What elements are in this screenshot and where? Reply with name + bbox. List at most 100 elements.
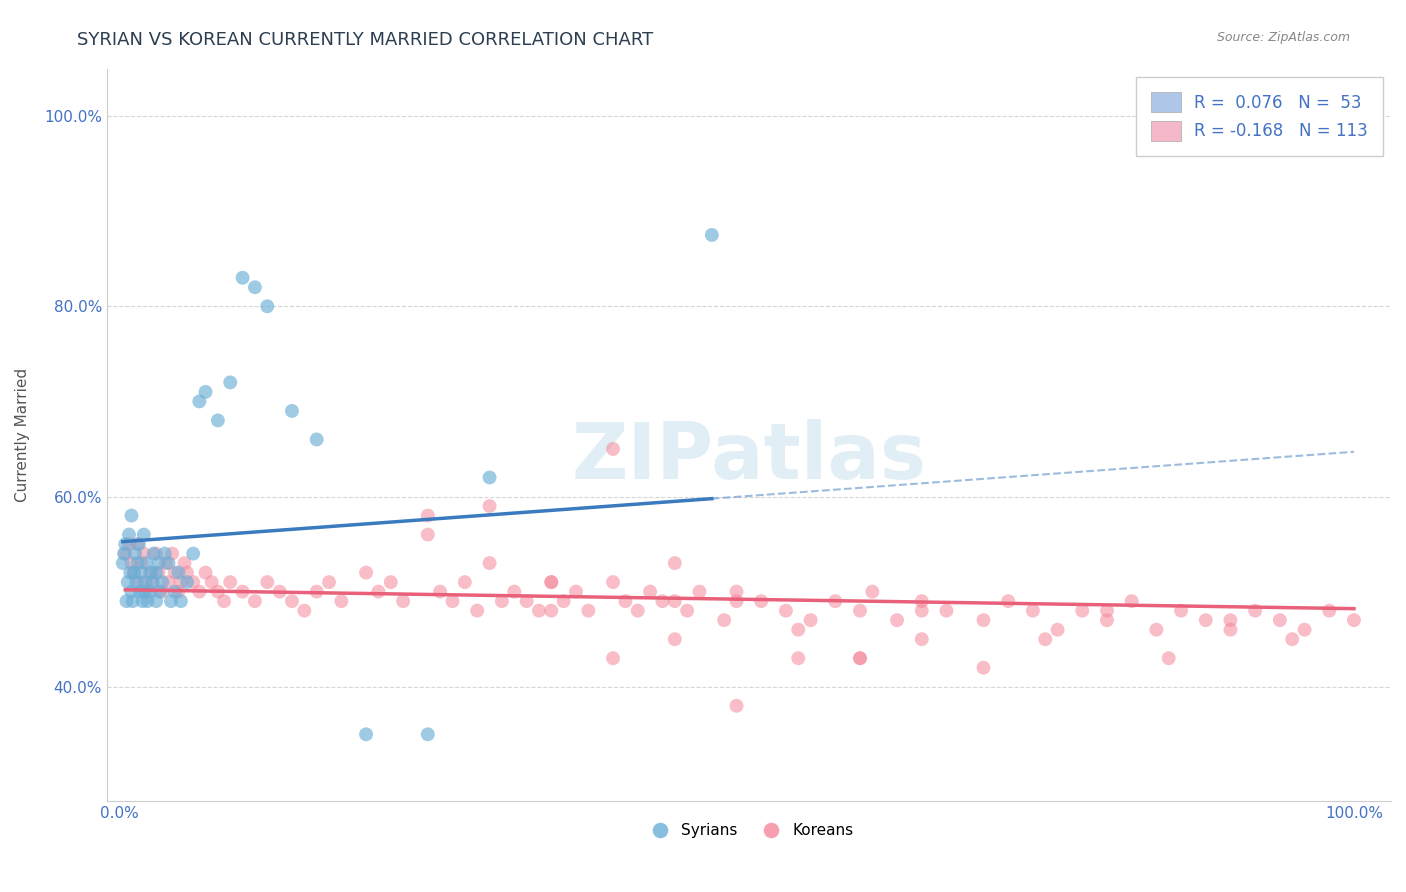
Point bbox=[849, 651, 872, 665]
Point bbox=[638, 584, 661, 599]
Point bbox=[136, 594, 159, 608]
Point bbox=[114, 537, 136, 551]
Point bbox=[124, 547, 146, 561]
Point bbox=[129, 584, 152, 599]
Point bbox=[602, 442, 624, 456]
Point bbox=[478, 470, 501, 484]
Point bbox=[207, 584, 229, 599]
Point bbox=[849, 604, 872, 618]
Point bbox=[232, 584, 254, 599]
Point bbox=[131, 594, 153, 608]
Point bbox=[149, 584, 172, 599]
Point bbox=[145, 594, 167, 608]
Point bbox=[416, 727, 439, 741]
Point bbox=[354, 727, 377, 741]
Point bbox=[132, 527, 155, 541]
Point bbox=[305, 584, 328, 599]
Point bbox=[127, 556, 149, 570]
Point bbox=[129, 575, 152, 590]
Point bbox=[911, 604, 934, 618]
Point bbox=[676, 604, 699, 618]
Point bbox=[121, 594, 143, 608]
Point bbox=[132, 584, 155, 599]
Point bbox=[478, 499, 501, 513]
Point bbox=[725, 584, 748, 599]
Point bbox=[194, 566, 217, 580]
Point bbox=[139, 566, 162, 580]
Point bbox=[112, 547, 135, 561]
Point bbox=[163, 566, 186, 580]
Point bbox=[135, 556, 157, 570]
Point bbox=[163, 584, 186, 599]
Point bbox=[115, 594, 138, 608]
Point bbox=[139, 584, 162, 599]
Point bbox=[128, 537, 150, 551]
Point bbox=[118, 527, 141, 541]
Point bbox=[491, 594, 513, 608]
Point bbox=[157, 575, 180, 590]
Point bbox=[392, 594, 415, 608]
Point bbox=[664, 632, 686, 647]
Point bbox=[935, 604, 957, 618]
Point bbox=[1121, 594, 1143, 608]
Point bbox=[141, 575, 163, 590]
Point bbox=[540, 575, 562, 590]
Point bbox=[127, 537, 149, 551]
Point bbox=[318, 575, 340, 590]
Point bbox=[181, 547, 204, 561]
Point bbox=[997, 594, 1019, 608]
Point bbox=[1317, 604, 1340, 618]
Point bbox=[181, 575, 204, 590]
Point bbox=[330, 594, 353, 608]
Point bbox=[454, 575, 477, 590]
Point bbox=[173, 556, 195, 570]
Point bbox=[134, 575, 156, 590]
Point bbox=[416, 527, 439, 541]
Point bbox=[122, 566, 145, 580]
Point bbox=[256, 575, 278, 590]
Point bbox=[160, 547, 183, 561]
Point bbox=[219, 376, 242, 390]
Point bbox=[354, 566, 377, 580]
Point bbox=[135, 584, 157, 599]
Point bbox=[664, 556, 686, 570]
Point bbox=[429, 584, 451, 599]
Point bbox=[1095, 613, 1118, 627]
Point bbox=[243, 594, 266, 608]
Point bbox=[911, 594, 934, 608]
Point bbox=[256, 299, 278, 313]
Point bbox=[160, 594, 183, 608]
Point bbox=[478, 556, 501, 570]
Point bbox=[150, 584, 173, 599]
Point bbox=[292, 604, 315, 618]
Point bbox=[170, 575, 193, 590]
Point bbox=[153, 547, 176, 561]
Point bbox=[145, 566, 167, 580]
Point bbox=[416, 508, 439, 523]
Point bbox=[380, 575, 402, 590]
Text: ZIPatlas: ZIPatlas bbox=[571, 418, 927, 495]
Point bbox=[243, 280, 266, 294]
Point bbox=[150, 575, 173, 590]
Point bbox=[117, 575, 139, 590]
Point bbox=[118, 537, 141, 551]
Point bbox=[700, 227, 723, 242]
Point bbox=[281, 404, 304, 418]
Point bbox=[145, 547, 167, 561]
Point bbox=[725, 698, 748, 713]
Point bbox=[540, 604, 562, 618]
Point bbox=[886, 613, 908, 627]
Point bbox=[527, 604, 550, 618]
Point bbox=[614, 594, 637, 608]
Point bbox=[1244, 604, 1267, 618]
Point bbox=[176, 566, 198, 580]
Text: Source: ZipAtlas.com: Source: ZipAtlas.com bbox=[1216, 31, 1350, 45]
Point bbox=[725, 594, 748, 608]
Point bbox=[787, 623, 810, 637]
Point bbox=[232, 270, 254, 285]
Point bbox=[131, 566, 153, 580]
Point bbox=[749, 594, 772, 608]
Point bbox=[131, 556, 153, 570]
Point bbox=[1195, 613, 1218, 627]
Point bbox=[1281, 632, 1303, 647]
